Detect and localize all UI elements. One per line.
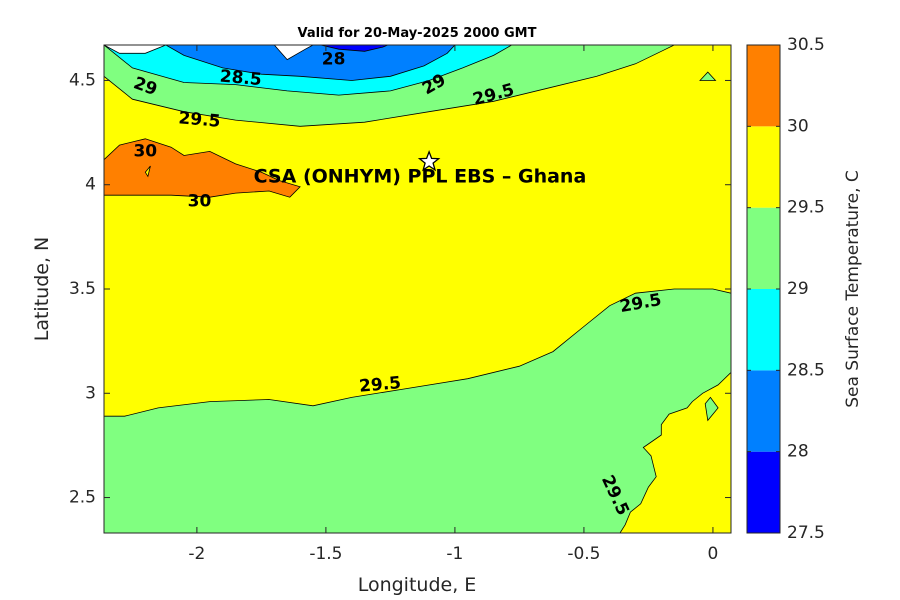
contour-label-1: 28.5 <box>219 67 263 91</box>
x-tick-label: -1 <box>446 544 463 564</box>
y-axis-label: Latitude, N <box>31 237 53 342</box>
colorbar-tick-label: 28 <box>787 442 809 462</box>
contour-fill-regions <box>104 45 731 533</box>
contour-region-7 <box>320 45 388 52</box>
colorbar-segment <box>747 370 780 452</box>
y-tick-label: 3.5 <box>69 279 96 299</box>
colorbar-tick-label: 28.5 <box>787 360 825 380</box>
contour-region-4 <box>704 396 719 422</box>
colorbar-segment <box>747 451 780 533</box>
site-marker <box>417 149 441 172</box>
colorbar-segment <box>747 45 780 127</box>
x-tick-label: -2 <box>188 544 205 564</box>
colorbar-tick-label: 29.5 <box>787 198 825 218</box>
colorbar-segment <box>747 126 780 208</box>
colorbar-label: Sea Surface Temperature, C <box>843 170 863 408</box>
star-marker <box>417 149 441 172</box>
colorbar-tick-label: 29 <box>787 279 809 299</box>
contour-region-9 <box>144 165 151 178</box>
x-tick-label: -0.5 <box>567 544 600 564</box>
contour-region-11 <box>273 45 314 61</box>
colorbar-tick-label: 30.5 <box>787 35 825 55</box>
y-tick-label: 4 <box>85 175 96 195</box>
chart-title: Valid for 20-May-2025 2000 GMT <box>298 26 537 41</box>
y-tick-label: 2.5 <box>69 488 96 508</box>
colorbar: 27.5 28 28.5 29 29.5 30 30.5 <box>746 35 825 543</box>
contour-label-6: 30 <box>133 141 157 161</box>
contour-region-10 <box>104 45 167 54</box>
colorbar-tick-label: 27.5 <box>787 523 825 543</box>
contour-region-8 <box>104 138 301 198</box>
contour-label-9: 29.5 <box>358 373 402 397</box>
contour-region-6 <box>165 45 456 81</box>
contour-label-0: 28 <box>322 50 346 70</box>
colorbar-segment <box>747 207 780 289</box>
y-tick-label: 4.5 <box>69 70 96 90</box>
x-axis-label: Longitude, E <box>358 574 477 596</box>
y-tick-label: 3 <box>85 383 96 403</box>
y-axis-ticks: 2.5 3 3.5 4 4.5 <box>69 70 731 508</box>
site-annotation: CSA (ONHYM) PPL EBS – Ghana <box>254 166 587 188</box>
contour-label-4: 29.5 <box>178 108 222 132</box>
colorbar-tick-label: 30 <box>787 116 809 136</box>
contour-region-3 <box>699 71 717 81</box>
x-axis-ticks: -2 -1.5 -1 -0.5 0 <box>188 45 718 564</box>
x-tick-label: 0 <box>708 544 719 564</box>
contour-region-1 <box>104 288 731 533</box>
x-tick-label: -1.5 <box>309 544 342 564</box>
contour-label-7: 30 <box>188 191 212 211</box>
colorbar-segment <box>747 289 780 371</box>
